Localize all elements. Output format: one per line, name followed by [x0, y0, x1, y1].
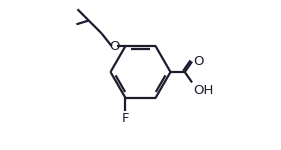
Text: F: F: [122, 112, 129, 125]
Text: O: O: [109, 39, 119, 52]
Text: OH: OH: [193, 84, 213, 97]
Text: O: O: [193, 55, 204, 68]
